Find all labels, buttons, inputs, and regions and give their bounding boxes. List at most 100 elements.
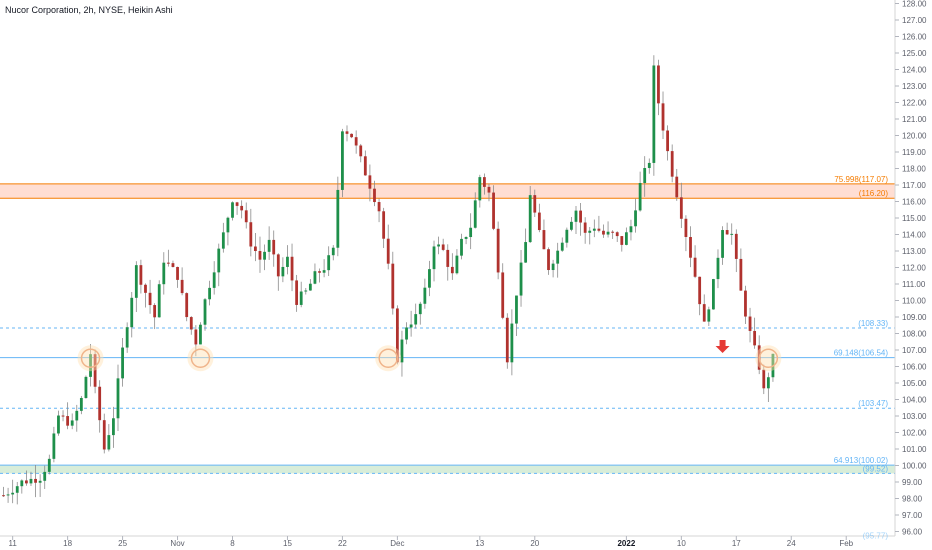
- levels-layer: [0, 183, 895, 474]
- time-tick-label: Dec: [390, 539, 404, 548]
- candle-body: [487, 186, 491, 193]
- price-tick-label: 102.00: [902, 429, 927, 438]
- candle-body: [217, 248, 221, 273]
- candle-body: [657, 65, 660, 104]
- candle-body: [79, 397, 83, 411]
- candle-body: [515, 295, 518, 324]
- time-tick-label: 22: [338, 539, 347, 548]
- candle-body: [597, 228, 601, 231]
- price-tick-label: 112.00: [902, 264, 926, 273]
- candle-body: [235, 202, 239, 206]
- candle-body: [473, 200, 477, 228]
- candle-body: [592, 228, 596, 231]
- candle-body: [624, 232, 628, 245]
- candle-body: [281, 266, 285, 277]
- candle-body: [766, 377, 770, 389]
- candle-body: [423, 287, 427, 304]
- candle-body: [2, 495, 5, 497]
- time-tick-label: 2022: [617, 539, 635, 548]
- candle-body: [574, 210, 578, 222]
- candle-body: [231, 202, 234, 218]
- candle-body: [428, 269, 431, 288]
- candle-body: [240, 205, 244, 211]
- candle-body: [327, 255, 331, 271]
- candle-body: [194, 329, 198, 345]
- time-tick-label: 25: [118, 539, 127, 548]
- candle-body: [547, 249, 550, 271]
- candle-body: [684, 218, 688, 237]
- candle-body: [299, 291, 303, 305]
- zones-layer: [0, 183, 895, 474]
- candle-body: [61, 415, 65, 417]
- candle-body: [15, 486, 19, 493]
- candle-body: [308, 283, 312, 291]
- candle-body: [496, 228, 500, 273]
- price-tick-label: 103.00: [902, 412, 927, 421]
- candle-body: [537, 212, 541, 231]
- candle-body: [579, 210, 582, 223]
- candle-body: [441, 244, 445, 250]
- candle-body: [505, 317, 509, 363]
- candle-body: [679, 197, 683, 219]
- candle-body: [611, 231, 615, 233]
- candle-body: [313, 271, 317, 284]
- candle-body: [180, 279, 184, 294]
- candle-body: [533, 195, 537, 213]
- candle-body: [368, 175, 372, 189]
- price-tick-label: 125.00: [902, 49, 927, 58]
- candle-body: [331, 247, 335, 256]
- candle-body: [157, 284, 161, 318]
- candle-body: [350, 133, 353, 138]
- price-tick-label: 113.00: [902, 247, 926, 256]
- candle-body: [144, 284, 147, 293]
- candle-body: [702, 304, 706, 322]
- candle-body: [176, 266, 179, 280]
- candle-body: [689, 236, 692, 258]
- candle-body: [748, 316, 752, 331]
- candle-body: [693, 257, 697, 277]
- time-axis[interactable]: 11 18 25 Nov 8 15 22 Dec 13 20 2022 10 17 24 Feb: [9, 536, 854, 548]
- candle-body: [162, 262, 166, 285]
- price-tick-label: 120.00: [902, 132, 927, 141]
- candle-body: [634, 210, 637, 227]
- candle-body: [304, 290, 308, 292]
- candle-body: [354, 137, 358, 146]
- candle-body: [199, 324, 202, 345]
- candle-body: [66, 416, 70, 426]
- candle-body: [556, 250, 560, 264]
- candle-body: [185, 293, 189, 318]
- candle-body: [400, 339, 404, 363]
- candle-body: [551, 263, 555, 271]
- candle-body: [102, 420, 106, 450]
- level-99-label: (99.52): [863, 464, 889, 473]
- price-tick-label: 123.00: [902, 82, 927, 91]
- candle-body: [698, 276, 702, 305]
- candle-body: [501, 272, 505, 318]
- candle-body: [70, 420, 74, 426]
- candle-body: [450, 266, 454, 274]
- candle-body: [675, 176, 679, 198]
- candle-body: [84, 376, 88, 398]
- price-tick-label: 106.00: [902, 363, 927, 372]
- price-tick-label: 119.00: [902, 148, 926, 157]
- time-tick-label: Nov: [170, 539, 184, 548]
- candle-body: [670, 151, 674, 177]
- candle-body: [125, 327, 129, 348]
- candle-body: [753, 330, 757, 346]
- price-tick-label: 97.00: [902, 511, 923, 520]
- candle-body: [647, 162, 651, 169]
- candle-body: [166, 262, 170, 264]
- candle-body: [483, 177, 486, 187]
- support-zone: [0, 465, 895, 474]
- price-tick-label: 96.00: [902, 528, 923, 537]
- price-axis[interactable]: 128.00 127.00 126.00 125.00 124.00 123.00 122.…: [895, 0, 927, 537]
- candle-body: [560, 242, 564, 251]
- candle-body: [276, 254, 280, 277]
- candle-body: [286, 256, 289, 267]
- time-tick-label: Feb: [839, 539, 853, 548]
- price-tick-label: 114.00: [902, 231, 926, 240]
- chart-title: Nucor Corporation, 2h, NYSE, Heikin Ashi: [5, 5, 173, 15]
